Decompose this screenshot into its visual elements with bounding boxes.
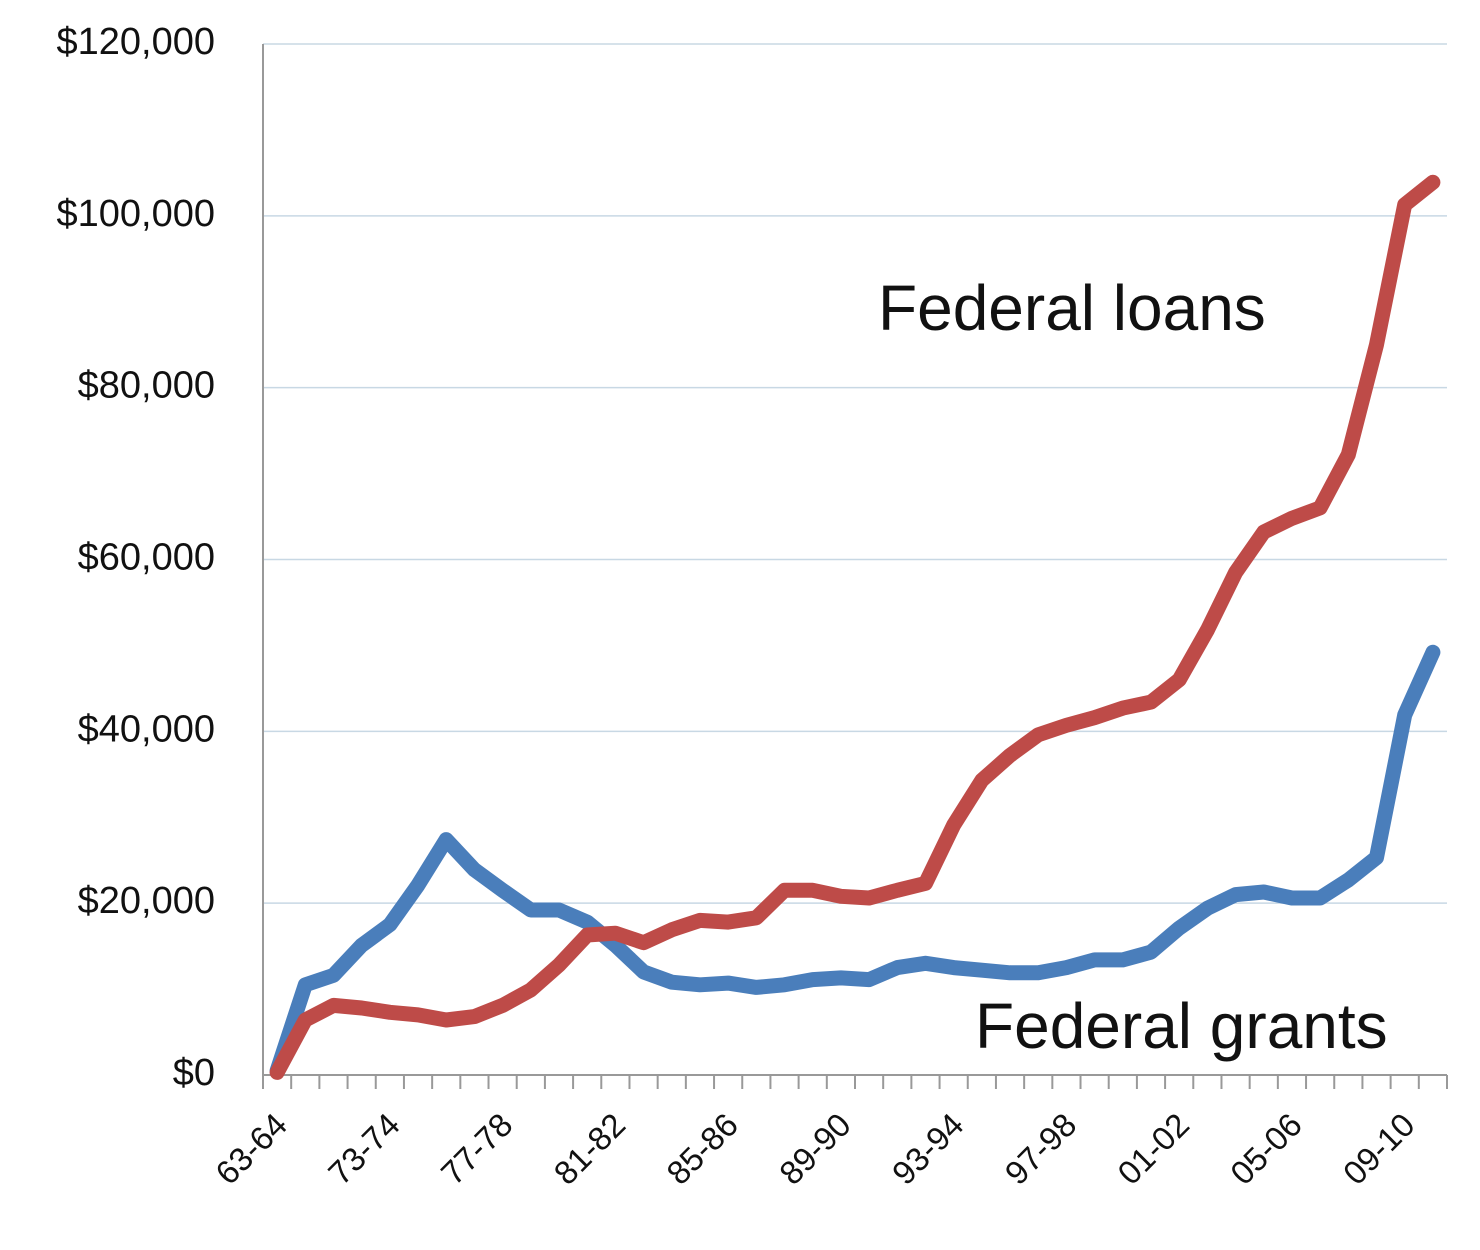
x-tick-label: 09-10 bbox=[1336, 1106, 1422, 1192]
y-tick-label: $60,000 bbox=[78, 537, 215, 579]
x-tick-label: 73-74 bbox=[321, 1106, 407, 1192]
series-line bbox=[269, 644, 1441, 1079]
y-tick-label: $120,000 bbox=[57, 21, 216, 63]
y-tick-label: $0 bbox=[173, 1052, 215, 1094]
x-tick-label: 93-94 bbox=[885, 1106, 971, 1192]
x-tick-label: 05-06 bbox=[1223, 1106, 1309, 1192]
x-tick-label: 63-64 bbox=[208, 1106, 294, 1192]
y-tick-label: $20,000 bbox=[78, 880, 215, 922]
y-tick-label: $80,000 bbox=[78, 365, 215, 407]
x-tick-label: 81-82 bbox=[546, 1106, 632, 1192]
x-tick-label: 77-78 bbox=[434, 1106, 520, 1192]
x-tick-label: 01-02 bbox=[1110, 1106, 1196, 1192]
series-line bbox=[269, 174, 1441, 1080]
x-tick-label: 89-90 bbox=[772, 1106, 858, 1192]
series-annotation: Federal loans bbox=[878, 272, 1266, 344]
series-annotation: Federal grants bbox=[975, 990, 1388, 1062]
x-tick-label: 97-98 bbox=[998, 1106, 1084, 1192]
y-tick-label: $100,000 bbox=[57, 193, 216, 235]
x-tick-label: 85-86 bbox=[659, 1106, 745, 1192]
y-tick-label: $40,000 bbox=[78, 708, 215, 750]
